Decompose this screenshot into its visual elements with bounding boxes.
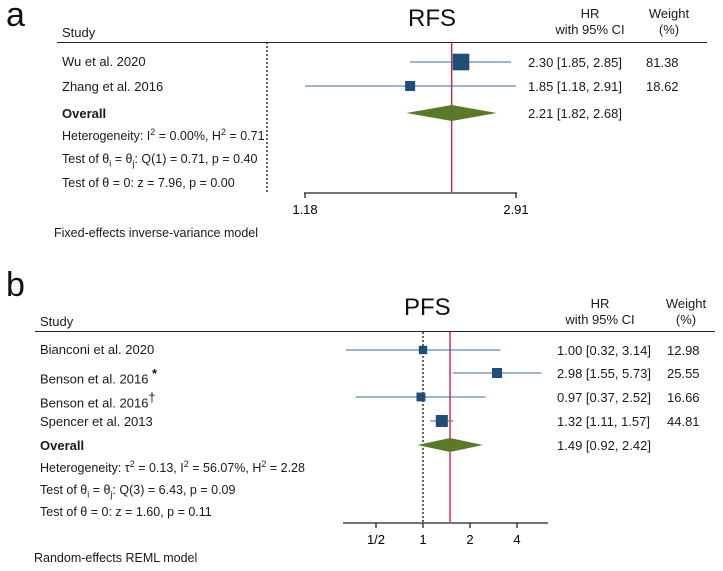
weight-header-line2: (%): [675, 312, 697, 327]
weight-header: Weight (%): [638, 6, 700, 38]
study-header: Study: [62, 25, 96, 40]
hr-header: HR with 95% CI: [555, 296, 645, 328]
panel-label-a: a: [6, 0, 25, 34]
overall-label: Overall: [62, 106, 107, 121]
ci-text: 0.97 [0.37, 2.52]: [557, 390, 651, 405]
hr-header-line1: HR: [580, 6, 600, 21]
heterogeneity-text: Heterogeneity: τ2 = 0.13, I2 = 56.07%, H…: [40, 459, 305, 476]
model-note: Random-effects REML model: [34, 551, 198, 565]
hr-header: HR with 95% CI: [545, 6, 635, 38]
overall-diamond: [406, 105, 497, 121]
panel-label-b: b: [6, 266, 25, 304]
chart-title-rfs: RFS: [408, 5, 456, 32]
footnote-mark: †: [148, 390, 156, 405]
weight-value: 18.62: [646, 79, 679, 94]
x-tick-label: 4: [513, 532, 520, 547]
hr-header-line1: HR: [590, 296, 610, 311]
study-marker: [452, 53, 470, 71]
overall-ci-text: 2.21 [1.82, 2.68]: [528, 106, 622, 121]
ci-text: 2.30 [1.85, 2.85]: [528, 55, 622, 70]
study-marker: [418, 345, 428, 355]
header-rule: [57, 42, 707, 43]
forest-plot-pfs: b PFS HR with 95% CI Weight (%) Study Bi…: [0, 266, 723, 571]
weight-value: 44.81: [667, 414, 700, 429]
ci-text: 1.85 [1.18, 2.91]: [528, 79, 622, 94]
overall-ci-text: 1.49 [0.92, 2.42]: [557, 438, 651, 453]
test-zero-text: Test of θ = 0: z = 1.60, p = 0.11: [40, 505, 212, 519]
forest-plot-rfs: a RFS HR with 95% CI Weight (%) Study Wu…: [0, 0, 723, 260]
heterogeneity-text: Heterogeneity: I2 = 0.00%, H2 = 0.71: [62, 127, 265, 144]
hr-header-line2: with 95% CI: [565, 312, 635, 327]
x-tick-label: 1: [419, 532, 426, 547]
footnote-mark: *: [152, 366, 158, 381]
weight-header-line1: Weight: [665, 296, 707, 311]
study-marker: [435, 414, 448, 428]
hr-header-line2: with 95% CI: [555, 22, 625, 37]
test-equal-text: Test of θi = θj: Q(3) = 6.43, p = 0.09: [40, 483, 236, 500]
weight-value: 12.98: [667, 343, 700, 358]
model-note: Fixed-effects inverse-variance model: [54, 226, 259, 240]
study-label: Bianconi et al. 2020: [40, 342, 155, 357]
test-zero-text: Test of θ = 0: z = 7.96, p = 0.00: [62, 176, 235, 190]
study-label: Benson et al. 2016†: [40, 390, 156, 411]
study-label: Spencer et al. 2013: [40, 414, 153, 429]
study-header: Study: [40, 314, 74, 329]
study-marker: [416, 392, 426, 402]
study-label: Wu et al. 2020: [62, 54, 146, 69]
weight-value: 25.55: [667, 366, 700, 381]
study-label: Zhang et al. 2016: [62, 79, 164, 94]
x-tick-label: 1/2: [367, 532, 385, 547]
weight-header-line2: (%): [658, 22, 680, 37]
x-tick-label: 2: [466, 532, 473, 547]
test-equal-text: Test of θi = θj: Q(1) = 0.71, p = 0.40: [62, 152, 258, 169]
overall-diamond: [417, 438, 483, 452]
ci-text: 2.98 [1.55, 5.73]: [557, 366, 651, 381]
header-rule: [35, 331, 715, 332]
chart-title-pfs: PFS: [404, 294, 451, 321]
weight-header: Weight (%): [656, 296, 716, 328]
weight-value: 81.38: [646, 55, 679, 70]
x-tick-label: 1.18: [292, 202, 317, 217]
weight-value: 16.66: [667, 390, 700, 405]
x-tick-label: 2.91: [503, 202, 528, 217]
ci-text: 1.32 [1.11, 1.57]: [557, 414, 650, 429]
ci-text: 1.00 [0.32, 3.14]: [557, 343, 651, 358]
weight-header-line1: Weight: [648, 6, 690, 21]
study-marker: [492, 367, 503, 379]
study-label: Benson et al. 2016 *: [40, 366, 158, 387]
study-marker: [405, 80, 416, 92]
forest-plot-area-pfs: 1/2 1 2 4: [343, 332, 548, 547]
forest-plot-area-rfs: 1.18 2.91: [266, 42, 529, 217]
overall-label: Overall: [40, 438, 85, 453]
